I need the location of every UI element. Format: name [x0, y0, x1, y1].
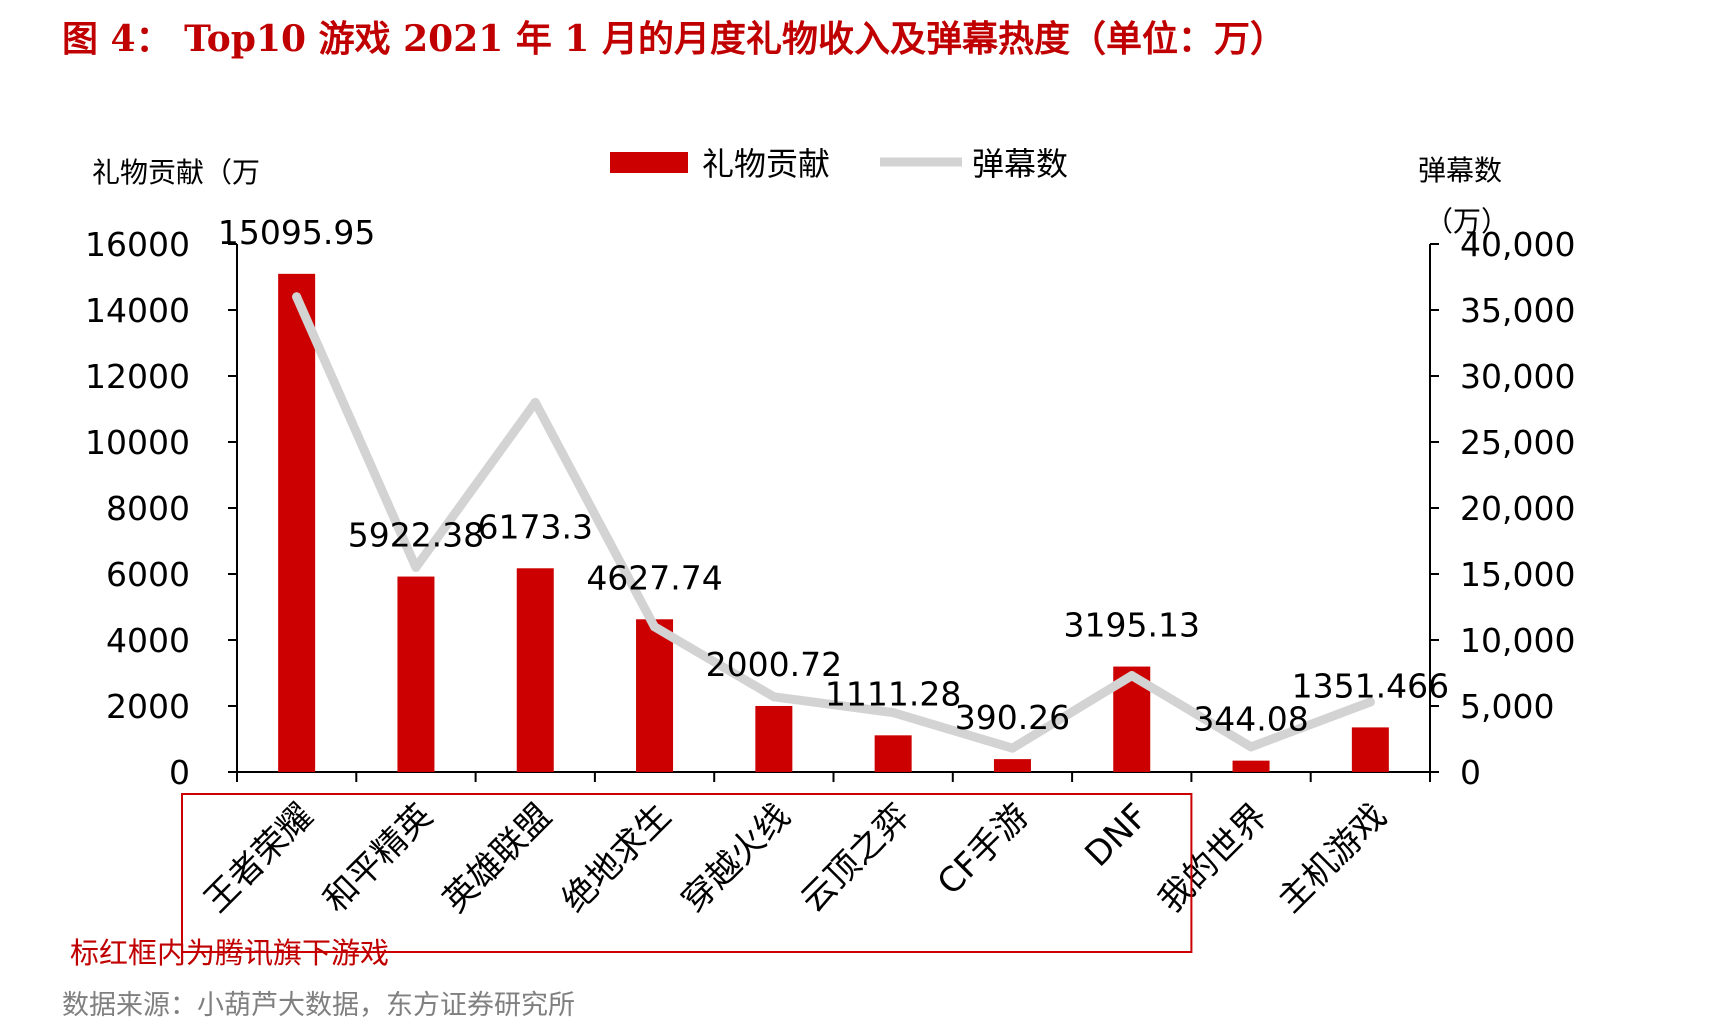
category-label-5: 穿越火线 [674, 796, 798, 920]
left-tick-label: 16000 [85, 225, 190, 264]
right-axis-label-line1: 弹幕数 [1418, 154, 1502, 187]
bar-1 [278, 273, 316, 772]
legend-swatch-gift [610, 152, 688, 173]
bar-data-label-6: 1111.28 [825, 674, 961, 713]
legend-label-gift: 礼物贡献 [702, 145, 830, 183]
danmu-point-8 [1127, 671, 1137, 681]
right-tick-label: 15,000 [1460, 555, 1575, 594]
danmu-point-10 [1365, 697, 1375, 707]
category-label-1: 王者荣耀 [197, 796, 321, 920]
category-label-3: 英雄联盟 [435, 796, 559, 920]
category-label-9: 我的世界 [1151, 796, 1275, 920]
footnote-tencent: 标红框内为腾讯旗下游戏 [70, 936, 390, 970]
source-note: 数据来源：小葫芦大数据，东方证券研究所 [62, 990, 575, 1021]
bar-data-label-3: 6173.3 [478, 507, 593, 546]
category-label-8: DNF [1078, 796, 1157, 875]
right-tick-label: 20,000 [1460, 489, 1575, 528]
right-tick-label: 40,000 [1460, 225, 1575, 264]
bar-data-label-4: 4627.74 [586, 558, 722, 597]
left-tick-label: 12000 [85, 357, 190, 396]
left-tick-label: 0 [169, 753, 190, 792]
bar-10 [1351, 727, 1389, 772]
right-tick-label: 35,000 [1460, 291, 1575, 330]
right-tick-label: 30,000 [1460, 357, 1575, 396]
category-label-6: 云顶之弈 [793, 796, 917, 920]
left-tick-label: 14000 [85, 291, 190, 330]
danmu-point-6 [888, 708, 898, 718]
bar-data-label-1: 15095.95 [218, 213, 375, 252]
danmu-point-3 [530, 397, 540, 407]
chart-title: 图 4： Top10 游戏 2021 年 1 月的月度礼物收入及弹幕热度（单位：… [62, 18, 1286, 60]
danmu-point-9 [1246, 742, 1256, 752]
left-tick-label: 4000 [106, 621, 190, 660]
category-label-10: 主机游戏 [1270, 796, 1394, 920]
bar-7 [993, 759, 1031, 772]
left-tick-label: 2000 [106, 687, 190, 726]
right-tick-label: 25,000 [1460, 423, 1575, 462]
category-label-4: 绝地求生 [554, 796, 678, 920]
category-label-2: 和平精英 [316, 796, 440, 920]
left-axis-label: 礼物贡献（万 [92, 156, 260, 189]
legend: 礼物贡献 弹幕数 [610, 145, 1068, 183]
right-tick-label: 0 [1460, 753, 1481, 792]
left-tick-label: 10000 [85, 423, 190, 462]
bar-3 [516, 568, 554, 772]
bar-9 [1232, 760, 1270, 772]
danmu-point-5 [769, 692, 779, 702]
category-label-7: CF手游 [930, 796, 1037, 903]
bar-4 [636, 619, 674, 772]
bar-data-label-7: 390.26 [955, 698, 1070, 737]
bar-data-label-9: 344.08 [1193, 700, 1308, 739]
left-tick-label: 8000 [106, 489, 190, 528]
bar-data-label-5: 2000.72 [706, 645, 842, 684]
bar-data-label-8: 3195.13 [1064, 606, 1200, 645]
bar-6 [874, 735, 912, 772]
danmu-point-1 [292, 292, 302, 302]
danmu-point-7 [1007, 743, 1017, 753]
bar-5 [755, 705, 793, 772]
bar-2 [397, 576, 435, 772]
right-axis-label-line2: （万） [1425, 205, 1509, 238]
danmu-point-4 [650, 622, 660, 632]
danmu-line [292, 292, 1375, 753]
danmu-point-2 [411, 562, 421, 572]
tencent-highlight-box [181, 793, 1193, 953]
bar-data-label-2: 5922.38 [348, 516, 484, 555]
bar-data-label-10: 1351.466 [1292, 666, 1449, 705]
legend-label-danmu: 弹幕数 [972, 145, 1068, 183]
right-tick-label: 10,000 [1460, 621, 1575, 660]
right-tick-label: 5,000 [1460, 687, 1554, 726]
left-tick-label: 6000 [106, 555, 190, 594]
